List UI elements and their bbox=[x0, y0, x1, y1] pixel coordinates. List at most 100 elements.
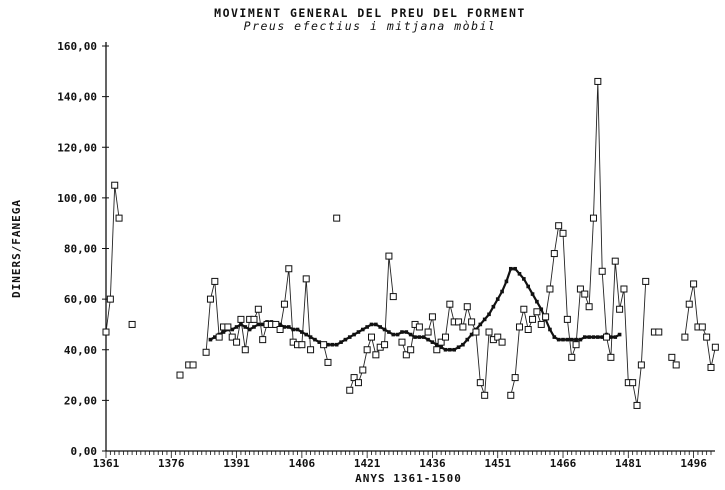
price-point bbox=[298, 341, 306, 349]
moving-average-point bbox=[465, 337, 470, 342]
moving-average-point bbox=[230, 327, 235, 332]
price-point bbox=[202, 348, 210, 356]
moving-average-point bbox=[448, 347, 452, 352]
chart-subtitle: Preus efectius i mitjana mòbil bbox=[244, 19, 497, 33]
price-point bbox=[307, 346, 315, 354]
x-tick-label: 1466 bbox=[550, 457, 577, 470]
x-tick-label: 1496 bbox=[680, 457, 707, 470]
price-point bbox=[555, 222, 563, 230]
moving-average-point bbox=[313, 337, 317, 342]
price-point bbox=[333, 214, 341, 222]
price-point bbox=[111, 181, 119, 189]
price-point bbox=[176, 371, 184, 379]
moving-average-point bbox=[260, 322, 265, 327]
price-point bbox=[533, 308, 541, 316]
price-point bbox=[472, 328, 480, 336]
x-tick-label: 1391 bbox=[223, 457, 250, 470]
price-point bbox=[529, 315, 537, 323]
x-tick-label: 1376 bbox=[158, 457, 185, 470]
price-point bbox=[637, 361, 645, 369]
price-point bbox=[455, 318, 463, 326]
price-point bbox=[690, 280, 698, 288]
price-point bbox=[437, 338, 445, 346]
price-point bbox=[381, 341, 389, 349]
price-point bbox=[507, 391, 515, 399]
moving-average-point bbox=[487, 312, 491, 317]
x-tick-label: 1436 bbox=[419, 457, 446, 470]
moving-average-point bbox=[491, 304, 496, 309]
price-point bbox=[106, 295, 114, 303]
price-point bbox=[707, 363, 715, 371]
moving-average-point bbox=[339, 340, 343, 344]
moving-average-point bbox=[400, 330, 404, 334]
y-tick-label: 100,00 bbox=[57, 192, 97, 205]
price-point bbox=[433, 346, 441, 354]
price-point bbox=[655, 328, 663, 336]
moving-average-point bbox=[347, 335, 352, 339]
price-point bbox=[559, 229, 567, 237]
moving-average-point bbox=[561, 337, 565, 342]
price-point bbox=[542, 313, 550, 321]
moving-average-point bbox=[256, 322, 261, 327]
price-point bbox=[616, 305, 624, 313]
moving-average-point bbox=[239, 322, 243, 327]
price-point bbox=[703, 333, 711, 341]
price-point bbox=[611, 257, 619, 265]
moving-average-point bbox=[456, 345, 461, 350]
price-point bbox=[276, 326, 284, 333]
moving-average-point bbox=[282, 325, 287, 329]
moving-average-point bbox=[291, 327, 295, 332]
price-point bbox=[259, 336, 267, 344]
chart-title: MOVIMENT GENERAL DEL PREU DEL FORMENT bbox=[214, 6, 526, 20]
price-point bbox=[594, 77, 602, 85]
price-point bbox=[607, 353, 615, 361]
price-point bbox=[250, 315, 258, 323]
y-tick-label: 40,00 bbox=[64, 344, 97, 357]
moving-average-point bbox=[234, 325, 239, 329]
y-tick-label: 160,00 bbox=[57, 40, 97, 53]
moving-average-point bbox=[522, 277, 526, 281]
moving-average-point bbox=[574, 337, 578, 342]
moving-average-point bbox=[343, 337, 348, 342]
price-point bbox=[359, 366, 367, 374]
moving-average-point bbox=[513, 266, 517, 271]
price-point bbox=[568, 353, 576, 361]
price-point bbox=[550, 250, 558, 258]
price-point bbox=[398, 338, 406, 346]
price-point bbox=[441, 333, 449, 341]
price-series-line bbox=[510, 81, 647, 406]
moving-average-point bbox=[334, 342, 339, 347]
moving-average-point bbox=[452, 347, 457, 352]
moving-average-point bbox=[443, 347, 448, 352]
price-point bbox=[498, 338, 506, 346]
price-point bbox=[629, 379, 637, 387]
moving-average-point bbox=[326, 342, 330, 347]
moving-average-point bbox=[582, 335, 587, 339]
x-tick-label: 1406 bbox=[289, 457, 316, 470]
price-point bbox=[128, 320, 136, 328]
price-point bbox=[463, 303, 471, 311]
moving-average-point bbox=[556, 337, 561, 342]
moving-average-point bbox=[600, 335, 604, 339]
price-point bbox=[428, 313, 436, 321]
price-point bbox=[237, 315, 245, 323]
price-point bbox=[446, 300, 454, 308]
moving-average-point bbox=[508, 266, 513, 271]
moving-average-point bbox=[500, 289, 504, 294]
moving-average-point bbox=[330, 342, 335, 347]
moving-average-point bbox=[278, 322, 282, 327]
moving-average-point bbox=[539, 307, 544, 312]
price-point bbox=[711, 343, 719, 351]
moving-average-point bbox=[609, 335, 613, 339]
price-point bbox=[668, 353, 676, 361]
price-point bbox=[233, 338, 241, 346]
price-point bbox=[211, 277, 219, 285]
moving-average-point bbox=[504, 279, 509, 284]
y-tick-label: 140,00 bbox=[57, 91, 97, 104]
price-point bbox=[320, 341, 328, 349]
moving-average-point bbox=[469, 332, 474, 337]
price-point bbox=[324, 358, 332, 366]
price-point bbox=[363, 346, 371, 354]
y-tick-label: 80,00 bbox=[64, 243, 97, 256]
price-point bbox=[241, 346, 249, 354]
